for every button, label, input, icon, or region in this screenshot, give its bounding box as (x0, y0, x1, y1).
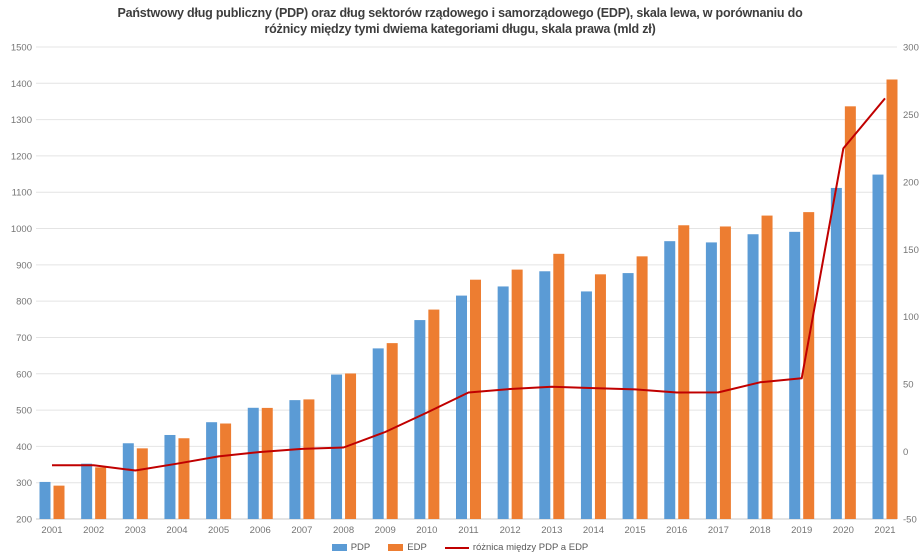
chart-title: Państwowy dług publiczny (PDP) oraz dług… (0, 5, 920, 37)
bar-edp-2010 (428, 309, 440, 519)
x-axis-year-label: 2013 (541, 525, 562, 536)
bar-edp-2017 (719, 226, 731, 519)
x-axis-year-label: 2003 (125, 525, 146, 536)
legend-item-diff: różnica między PDP a EDP (444, 542, 589, 553)
right-axis-tick-label: 250 (903, 110, 919, 121)
right-axis-tick-label: 200 (903, 177, 919, 188)
x-axis-year-label: 2019 (791, 525, 812, 536)
right-axis-tick-label: 150 (903, 245, 919, 256)
chart-title-line1: Państwowy dług publiczny (PDP) oraz dług… (117, 6, 803, 20)
right-axis-tick-label: 0 (903, 447, 908, 458)
difference-line-series (51, 97, 886, 472)
bar-edp-2015 (636, 256, 648, 519)
bar-pdp-2021 (872, 174, 884, 519)
bar-pdp-2003 (122, 443, 134, 519)
bar-edp-2018 (761, 215, 773, 520)
x-axis-year-label: 2009 (375, 525, 396, 536)
right-axis-tick-label: 300 (903, 43, 919, 54)
bar-pdp-2002 (81, 463, 93, 519)
bar-pdp-2011 (456, 295, 467, 519)
bar-edp-2012 (511, 269, 523, 519)
chart-title-line2: różnicy między tymi dwiema kategoriami d… (264, 22, 656, 36)
bar-edp-2020 (844, 106, 856, 519)
x-axis-year-label: 2011 (458, 525, 478, 536)
bar-pdp-2012 (497, 286, 509, 519)
bar-pdp-2015 (622, 273, 634, 519)
x-axis-year-label: 2004 (166, 525, 187, 536)
left-axis-tick-label: 500 (16, 406, 32, 417)
bar-pdp-2007 (289, 400, 301, 519)
x-axis-year-label: 2010 (416, 525, 437, 536)
bar-edp-2008 (345, 373, 357, 519)
left-axis-tick-label: 200 (16, 515, 32, 526)
left-axis-tick-label: 700 (16, 333, 32, 344)
bar-pdp-2005 (206, 422, 218, 519)
x-axis-year-label: 2016 (666, 525, 687, 536)
x-axis-year-label: 2006 (250, 525, 271, 536)
bar-edp-2001 (53, 485, 65, 519)
left-axis-tick-label: 1100 (12, 188, 32, 199)
bar-edp-2016 (678, 225, 690, 520)
left-axis-tick-label: 300 (16, 478, 32, 489)
left-axis-tick-label: 1200 (11, 151, 32, 162)
legend-label-diff: różnica między PDP a EDP (472, 542, 589, 553)
bar-pdp-2017 (705, 242, 717, 519)
bar-pdp-2001 (39, 481, 51, 519)
left-axis-tick-label: 1400 (11, 79, 32, 90)
bar-pdp-2006 (247, 407, 259, 519)
bar-edp-2005 (220, 423, 232, 519)
bar-edp-2014 (594, 274, 606, 519)
bar-pdp-2013 (539, 271, 551, 519)
bar-edp-2003 (136, 448, 148, 519)
bar-edp-2011 (470, 279, 481, 519)
x-axis-year-label: 2012 (500, 525, 521, 536)
bar-edp-2007 (303, 399, 315, 519)
pdp-swatch-icon (331, 544, 347, 551)
edp-swatch-icon (388, 544, 404, 551)
left-axis-tick-label: 400 (16, 442, 32, 453)
right-axis-tick-label: 100 (903, 312, 919, 323)
x-axis-year-label: 2007 (291, 525, 312, 536)
x-axis-year-label: 2017 (708, 525, 729, 536)
legend-label-pdp: PDP (350, 542, 371, 553)
bar-pdp-2019 (789, 231, 801, 519)
right-axis-tick-label: -50 (903, 515, 917, 526)
left-axis-tick-label: 900 (16, 260, 32, 271)
bar-pdp-2016 (664, 241, 676, 520)
bar-edp-2002 (95, 467, 107, 519)
x-axis-year-label: 2020 (833, 525, 854, 536)
legend-item-pdp: PDP (331, 542, 371, 553)
diff-line-swatch-icon (444, 546, 469, 549)
bar-pdp-2010 (414, 320, 426, 519)
legend-item-edp: EDP (388, 542, 427, 553)
x-axis-year-label: 2008 (333, 525, 354, 536)
x-axis-year-label: 2005 (208, 525, 229, 536)
x-axis-year-label: 2014 (583, 525, 604, 536)
bar-edp-2006 (261, 407, 273, 519)
x-axis-year-label: 2018 (749, 525, 770, 536)
right-axis-tick-label: 50 (903, 380, 914, 391)
x-axis-year-label: 2001 (41, 525, 62, 536)
bar-pdp-2020 (830, 187, 842, 519)
bar-edp-2009 (386, 343, 398, 519)
bar-edp-2019 (803, 212, 815, 519)
x-axis-year-label: 2015 (625, 525, 646, 536)
legend-label-edp: EDP (407, 542, 427, 553)
left-axis-tick-label: 1000 (11, 224, 32, 235)
x-axis-year-label: 2002 (83, 525, 104, 536)
bar-pdp-2004 (164, 434, 176, 519)
left-axis-tick-label: 1300 (11, 115, 32, 126)
left-axis-tick-label: 600 (16, 369, 32, 380)
bar-pdp-2018 (747, 234, 759, 519)
bar-edp-2004 (178, 438, 190, 519)
bar-pdp-2014 (580, 291, 592, 519)
chart-legend: PDP EDP różnica między PDP a EDP (0, 542, 920, 553)
bar-edp-2021 (886, 79, 898, 519)
left-axis-tick-label: 1500 (11, 43, 32, 54)
x-axis-year-label: 2021 (874, 525, 895, 536)
left-axis-tick-label: 800 (16, 297, 32, 308)
